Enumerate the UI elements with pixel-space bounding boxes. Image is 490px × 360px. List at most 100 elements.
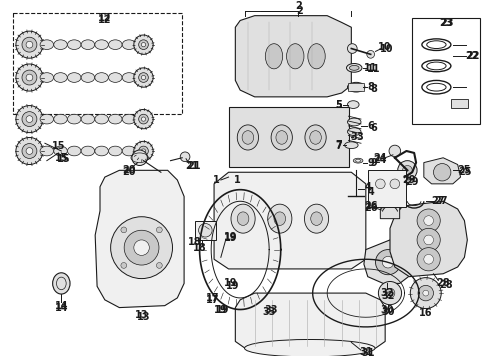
Text: 15: 15 xyxy=(56,154,70,164)
Bar xyxy=(13,13,182,114)
Ellipse shape xyxy=(276,131,288,144)
Text: 7: 7 xyxy=(335,141,342,151)
Circle shape xyxy=(22,37,37,52)
Text: 23: 23 xyxy=(441,18,454,28)
Text: 31: 31 xyxy=(361,348,374,358)
Ellipse shape xyxy=(109,114,122,124)
Ellipse shape xyxy=(268,204,292,233)
Ellipse shape xyxy=(109,40,122,49)
Circle shape xyxy=(418,285,434,301)
Circle shape xyxy=(390,179,400,189)
Text: 17: 17 xyxy=(206,293,220,303)
Ellipse shape xyxy=(351,84,361,90)
Ellipse shape xyxy=(81,40,95,49)
Text: 2: 2 xyxy=(295,1,301,11)
Ellipse shape xyxy=(81,146,95,156)
Ellipse shape xyxy=(95,40,108,49)
Circle shape xyxy=(367,50,374,58)
Bar xyxy=(228,108,349,167)
Text: 22: 22 xyxy=(466,51,479,61)
Circle shape xyxy=(22,70,37,85)
Circle shape xyxy=(142,149,146,153)
Ellipse shape xyxy=(353,158,363,163)
Text: 30: 30 xyxy=(380,305,394,315)
Circle shape xyxy=(417,209,440,232)
Circle shape xyxy=(139,73,148,82)
Circle shape xyxy=(385,288,395,298)
Circle shape xyxy=(139,146,148,156)
Circle shape xyxy=(26,148,33,154)
Text: 1: 1 xyxy=(213,175,220,185)
Text: 2: 2 xyxy=(297,6,303,16)
Circle shape xyxy=(121,227,127,233)
Circle shape xyxy=(139,114,148,124)
Circle shape xyxy=(111,217,172,279)
Ellipse shape xyxy=(347,118,361,126)
Ellipse shape xyxy=(237,212,249,225)
Text: 29: 29 xyxy=(406,177,419,187)
Circle shape xyxy=(424,255,434,264)
Circle shape xyxy=(22,112,37,126)
Circle shape xyxy=(124,230,159,265)
Ellipse shape xyxy=(109,146,122,156)
Text: 17: 17 xyxy=(206,295,220,305)
Bar xyxy=(412,18,480,124)
Circle shape xyxy=(417,228,440,252)
Text: 28: 28 xyxy=(437,278,450,288)
Polygon shape xyxy=(214,172,366,269)
Text: 26: 26 xyxy=(364,201,377,211)
Bar xyxy=(348,83,364,91)
Circle shape xyxy=(389,145,401,157)
Ellipse shape xyxy=(347,128,361,135)
Polygon shape xyxy=(235,293,385,348)
Text: 12: 12 xyxy=(98,13,112,23)
Ellipse shape xyxy=(346,63,362,72)
Circle shape xyxy=(382,256,394,268)
Ellipse shape xyxy=(122,73,136,82)
Circle shape xyxy=(134,109,153,129)
Circle shape xyxy=(139,40,148,49)
Text: 20: 20 xyxy=(122,167,136,177)
Circle shape xyxy=(26,41,33,48)
Text: 7: 7 xyxy=(335,140,342,150)
Text: 29: 29 xyxy=(403,175,416,185)
Circle shape xyxy=(142,75,146,80)
Ellipse shape xyxy=(95,73,108,82)
Text: 20: 20 xyxy=(122,165,136,175)
Circle shape xyxy=(26,116,33,122)
Circle shape xyxy=(134,141,153,161)
Text: 13: 13 xyxy=(135,310,148,320)
Text: 23: 23 xyxy=(440,18,453,28)
Text: 22: 22 xyxy=(466,51,480,61)
Polygon shape xyxy=(95,170,184,307)
Text: 19: 19 xyxy=(226,281,239,291)
Ellipse shape xyxy=(265,44,283,69)
Text: 27: 27 xyxy=(432,196,445,206)
Ellipse shape xyxy=(308,44,325,69)
Ellipse shape xyxy=(95,114,108,124)
Text: 5: 5 xyxy=(335,100,342,109)
Bar xyxy=(195,221,216,240)
Polygon shape xyxy=(380,203,400,219)
Ellipse shape xyxy=(52,273,70,294)
Ellipse shape xyxy=(81,73,95,82)
Ellipse shape xyxy=(271,125,293,150)
Ellipse shape xyxy=(242,131,254,144)
Ellipse shape xyxy=(304,204,329,233)
Circle shape xyxy=(180,152,190,162)
Circle shape xyxy=(378,282,402,305)
Text: 9: 9 xyxy=(370,158,377,168)
Text: 12: 12 xyxy=(98,14,112,24)
Circle shape xyxy=(16,138,43,165)
Text: 27: 27 xyxy=(435,196,448,206)
Circle shape xyxy=(132,150,147,166)
Circle shape xyxy=(375,179,385,189)
Polygon shape xyxy=(424,158,461,184)
Circle shape xyxy=(417,248,440,271)
Text: 25: 25 xyxy=(459,167,472,177)
Ellipse shape xyxy=(81,114,95,124)
Text: 6: 6 xyxy=(370,123,377,133)
Bar xyxy=(451,99,468,108)
Text: 24: 24 xyxy=(373,155,387,165)
Text: 5: 5 xyxy=(335,100,342,109)
